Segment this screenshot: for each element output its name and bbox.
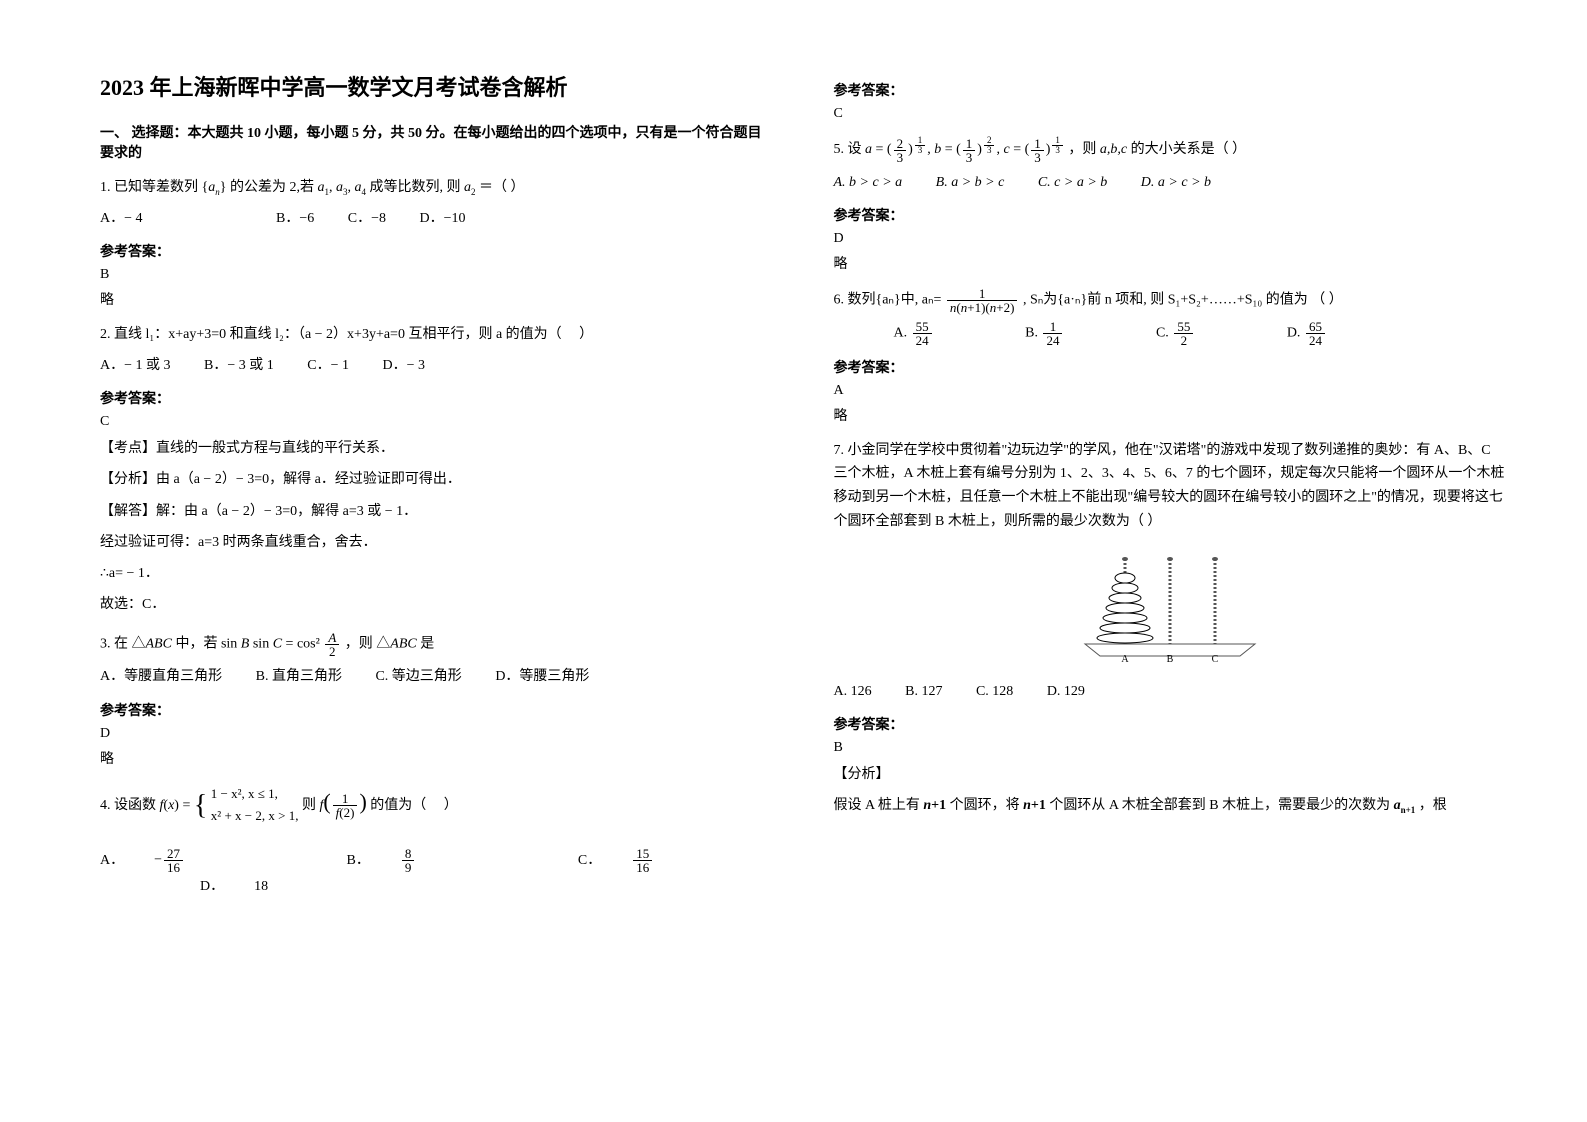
- q6-stem-pre: 6. 数列{aₙ}中, aₙ=: [834, 292, 942, 307]
- q3-expl: 略: [100, 748, 774, 768]
- q3-stem-end: 是: [420, 637, 434, 652]
- q4-stem-end: 的值为（ ）: [370, 798, 458, 813]
- q5-expl: 略: [834, 253, 1508, 273]
- q2-e2: 【分析】由 a（a − 2）− 3=0，解得 a．经过验证即可得出．: [100, 467, 774, 492]
- question-4: 4. 设函数 f(x) = { 1 − x², x ≤ 1, x² + x − …: [100, 782, 774, 830]
- q6-options: A. 5524 B. 124 C. 552 D. 6524: [834, 320, 1508, 347]
- q2-answer: C: [100, 414, 774, 430]
- q4-options: A．−2716 B．89 C．1516 D．18: [100, 847, 774, 899]
- q1-stem-post: 成等比数列, 则: [369, 180, 460, 195]
- q2-optB: B．− 3 或 1: [204, 353, 274, 378]
- q6-optA: A. 5524: [894, 320, 992, 347]
- q2-options: A．− 1 或 3 B．− 3 或 1 C．− 1 D．− 3: [100, 353, 774, 378]
- question-1: 1. 已知等差数列 {an} 的公差为 2,若 a1, a3, a4 成等比数列…: [100, 176, 774, 200]
- question-2: 2. 直线 l₁：x+ay+3=0 和直线 l₂：（a − 2）x+3y+a=0…: [100, 323, 774, 347]
- q3-optD: D．等腰三角形: [495, 664, 589, 689]
- q3-optB: B. 直角三角形: [256, 664, 342, 689]
- q2-optC: C．− 1: [307, 353, 349, 378]
- q2-ans-label: 参考答案：: [100, 388, 774, 408]
- q3-ans-label: 参考答案：: [100, 700, 774, 720]
- q4-stem-pre: 4. 设函数: [100, 798, 160, 813]
- q1-expl: 略: [100, 289, 774, 309]
- q1-answer: B: [100, 267, 774, 283]
- q6-optD: D. 6524: [1287, 320, 1385, 347]
- q7-optA: A. 126: [834, 679, 872, 704]
- hanoi-label-a: A: [1122, 654, 1130, 664]
- q2-e1: 【考点】直线的一般式方程与直线的平行关系．: [100, 436, 774, 461]
- q7-optC: C. 128: [976, 679, 1013, 704]
- q5-optC: C. c > a > b: [1038, 175, 1107, 190]
- q4-optA: A．−2716: [100, 847, 243, 874]
- q2-e5: ∴a= − 1．: [100, 561, 774, 586]
- question-7: 7. 小金同学在学校中贯彻着"边玩边学"的学风，他在"汉诺塔"的游戏中发现了数列…: [834, 439, 1508, 534]
- q3-stem-post: ，则: [345, 637, 373, 652]
- q1-options: A．− 4 B．−6 C．−8 D．−10: [100, 206, 774, 231]
- q1-optA: A．− 4: [100, 206, 143, 231]
- q1-stem-end: ＝（ ）: [479, 180, 525, 195]
- q6-optC: C. 552: [1156, 320, 1253, 347]
- q2-e4: 经过验证可得：a=3 时两条直线重合，舍去．: [100, 530, 774, 555]
- q7-e2: 假设 A 桩上有 n+1 个圆环，将 n+1 个圆环从 A 木桩全部套到 B 木…: [834, 793, 1508, 818]
- q4-ans-label: 参考答案：: [834, 80, 1508, 100]
- q7-answer: B: [834, 740, 1508, 756]
- q6-stem-mid: , Sₙ为{a·ₙ}前 n 项和, 则 S₁+S₂+……+S₁₀ 的值为 （ ）: [1023, 292, 1343, 307]
- q5-ans-label: 参考答案：: [834, 205, 1508, 225]
- fn-row1: 1 − x², x ≤ 1,: [211, 783, 299, 805]
- q7-optD: D. 129: [1047, 679, 1085, 704]
- q1-ans-label: 参考答案：: [100, 241, 774, 261]
- question-3: 3. 在 △ABC 中，若 sin B sin C = cos² A2 ，则 △…: [100, 631, 774, 658]
- q3-optA: A．等腰直角三角形: [100, 664, 222, 689]
- hanoi-label-c: C: [1212, 654, 1219, 664]
- q6-optB: B. 124: [1025, 320, 1122, 347]
- q3-stem-mid: 中，若: [175, 637, 221, 652]
- q5-stem-post: ，则: [1068, 142, 1096, 157]
- q6-answer: A: [834, 383, 1508, 399]
- q1-optC: C．−8: [348, 206, 386, 231]
- q4-optC: C．1516: [578, 847, 712, 874]
- q4-stem-mid: 则: [302, 798, 316, 813]
- question-5: 5. 设 a = (23)13, b = (13)23, c = (13)13 …: [834, 136, 1508, 164]
- q7-options: A. 126 B. 127 C. 128 D. 129: [834, 679, 1508, 704]
- q6-ans-label: 参考答案：: [834, 357, 1508, 377]
- q3-stem-pre: 3. 在: [100, 637, 128, 652]
- q2-e6: 故选：C．: [100, 592, 774, 617]
- q5-stem-end: 的大小关系是（ ）: [1131, 142, 1247, 157]
- q3-answer: D: [100, 726, 774, 742]
- q1-optB: B．−6: [276, 206, 314, 231]
- q5-answer: D: [834, 231, 1508, 247]
- q4-optB: B．89: [347, 847, 475, 874]
- fn-row2: x² + x − 2, x > 1,: [211, 805, 299, 827]
- section-1-heading: 一、 选择题：本大题共 10 小题，每小题 5 分，共 50 分。在每小题给出的…: [100, 122, 774, 162]
- q7-optB: B. 127: [905, 679, 942, 704]
- q5-optA: A. b > c > a: [834, 175, 903, 190]
- page-title: 2023 年上海新晖中学高一数学文月考试卷含解析: [100, 70, 774, 102]
- q5-optD: D. a > c > b: [1141, 175, 1211, 190]
- q1-optD: D．−10: [419, 206, 465, 231]
- question-6: 6. 数列{aₙ}中, aₙ= 1n(n+1)(n+2) , Sₙ为{a·ₙ}前…: [834, 287, 1508, 314]
- q5-optB: B. a > b > c: [936, 175, 1005, 190]
- q4-optD: D．18: [200, 874, 298, 899]
- q3-optC: C. 等边三角形: [375, 664, 461, 689]
- q1-stem-pre: 1. 已知等差数列: [100, 180, 198, 195]
- q2-optA: A．− 1 或 3: [100, 353, 171, 378]
- q2-optD: D．− 3: [382, 353, 425, 378]
- q3-options: A．等腰直角三角形 B. 直角三角形 C. 等边三角形 D．等腰三角形: [100, 664, 774, 689]
- q7-ans-label: 参考答案：: [834, 714, 1508, 734]
- q5-options: A. b > c > a B. a > b > c C. c > a > b D…: [834, 170, 1508, 195]
- q1-stem-mid: 的公差为 2,若: [230, 180, 318, 195]
- q5-stem-pre: 5. 设: [834, 142, 866, 157]
- q7-e1: 【分析】: [834, 762, 1508, 787]
- hanoi-label-b: B: [1167, 654, 1174, 664]
- q6-expl: 略: [834, 405, 1508, 425]
- q4-answer: C: [834, 106, 1508, 122]
- hanoi-diagram: A B C: [834, 544, 1508, 669]
- q2-e3: 【解答】解：由 a（a − 2）− 3=0，解得 a=3 或 − 1．: [100, 499, 774, 524]
